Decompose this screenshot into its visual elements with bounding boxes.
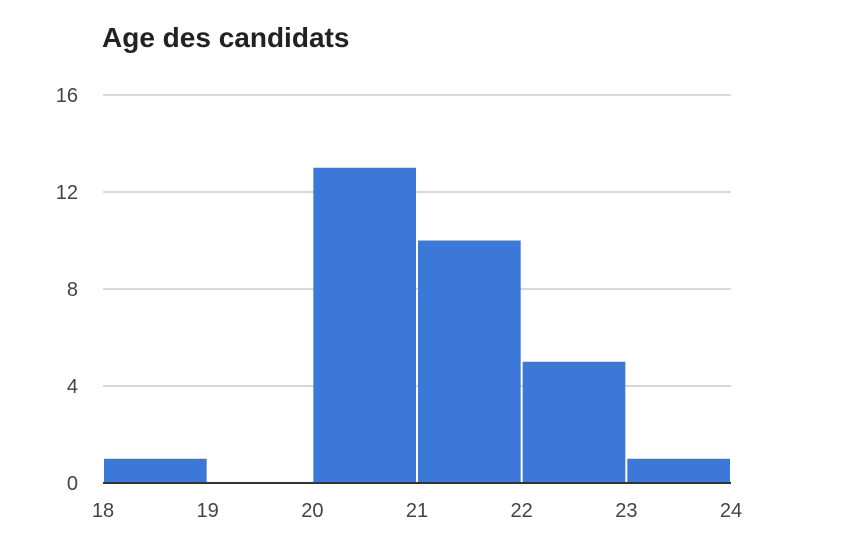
histogram-bar: [104, 458, 207, 483]
chart-title: Age des candidats: [102, 22, 350, 53]
y-tick-label: 0: [67, 473, 78, 495]
x-tick-label: 18: [92, 500, 114, 522]
x-tick-label: 22: [511, 500, 533, 522]
y-tick-label: 12: [56, 182, 78, 204]
histogram-bar: [313, 167, 416, 483]
gridlines: [103, 94, 731, 387]
bars: [104, 167, 730, 483]
y-tick-label: 4: [67, 376, 78, 398]
y-tick-label: 8: [67, 279, 78, 301]
y-tick-label: 16: [56, 85, 78, 107]
histogram-bar: [627, 458, 730, 483]
x-tick-label: 21: [406, 500, 428, 522]
x-tick-labels: 18 19 20 21 22 23 24: [92, 500, 742, 522]
x-tick-label: 24: [720, 500, 742, 522]
x-tick-label: 23: [615, 500, 637, 522]
x-tick-label: 20: [301, 500, 323, 522]
x-tick-label: 19: [197, 500, 219, 522]
y-tick-labels: 0 4 8 12 16: [56, 85, 78, 495]
histogram-bar: [522, 361, 626, 483]
histogram-bar: [418, 240, 521, 483]
